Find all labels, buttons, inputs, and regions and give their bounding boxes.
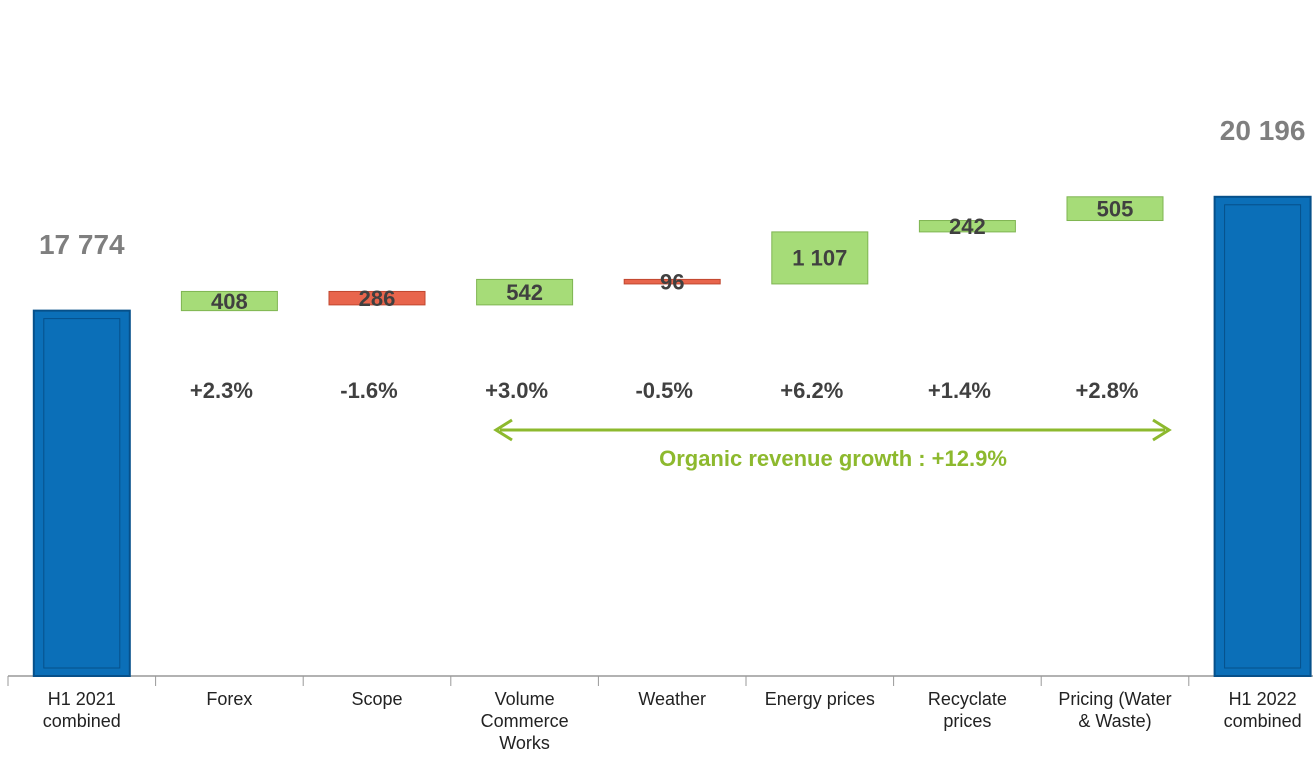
value-label: 505 (1097, 196, 1134, 221)
value-label: 408 (211, 289, 248, 314)
change-label: -1.6% (340, 378, 397, 403)
increase-bar (476, 278, 574, 306)
total-bar-inner (1224, 204, 1302, 669)
x-tick-label: H1 2022 combined (1223, 689, 1302, 731)
total-label: 17 774 (39, 229, 125, 260)
x-tick-label: Recyclate prices (927, 689, 1007, 731)
total-bar-inner (43, 318, 121, 669)
x-tick-label: Energy prices (764, 689, 875, 709)
decrease-bar (623, 278, 721, 285)
increase-bar (771, 231, 869, 285)
change-label: +3.0% (485, 378, 548, 403)
x-tick-label: Weather (638, 689, 707, 709)
decrease-bar (328, 290, 426, 306)
x-tick-label: Forex (206, 689, 253, 709)
value-label: 96 (660, 269, 684, 294)
change-label: +6.2% (780, 378, 843, 403)
total-bar (1213, 195, 1312, 677)
value-label: 1 107 (792, 246, 847, 271)
increase-bar (180, 290, 278, 312)
change-label: -0.5% (635, 378, 692, 403)
change-label: +1.4% (928, 378, 991, 403)
change-label: +2.3% (190, 378, 253, 403)
x-tick-label: Volume Commerce Works (480, 689, 569, 753)
change-label: +2.8% (1076, 378, 1139, 403)
x-tick-label: Pricing (Water & Waste) (1058, 689, 1172, 731)
x-tick-label: Scope (351, 689, 403, 709)
total-label: 20 196 (1220, 115, 1306, 146)
total-bar (32, 309, 131, 677)
x-tick-label: H1 2021 combined (42, 689, 121, 731)
increase-bar (918, 220, 1016, 233)
arrow-head (493, 418, 513, 442)
value-label: 286 (359, 286, 396, 311)
arrow-head (1152, 418, 1172, 442)
value-label: 542 (506, 280, 543, 305)
annotation: Organic revenue growth : +12.9% (659, 446, 1007, 471)
increase-bar (1066, 196, 1164, 222)
value-label: 242 (949, 214, 986, 239)
